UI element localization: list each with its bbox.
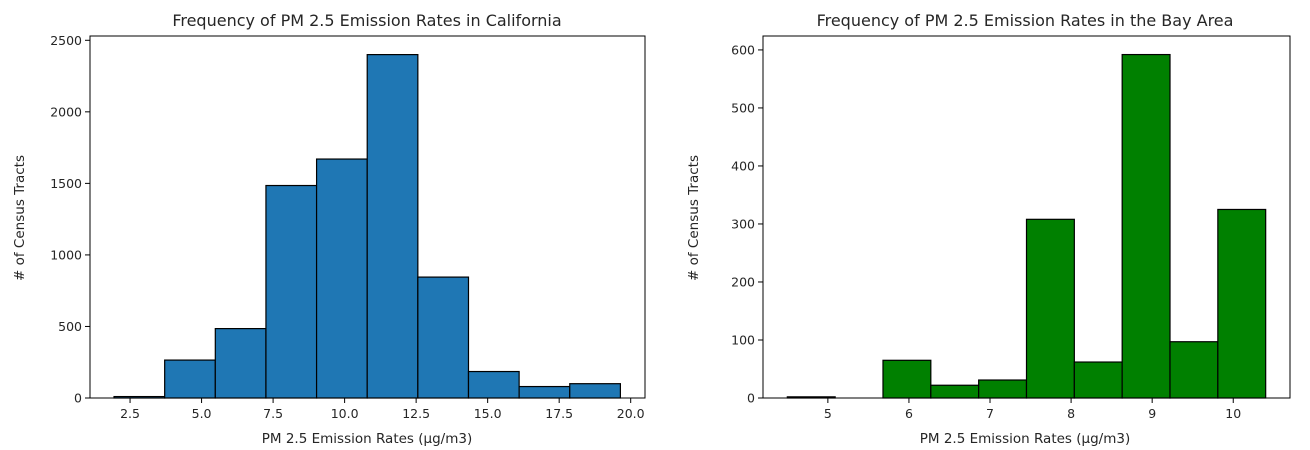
histogram-bar <box>1073 361 1123 399</box>
y-tick-label: 600 <box>731 42 755 57</box>
y-tick-label: 200 <box>731 274 755 289</box>
histogram-bar <box>518 385 571 399</box>
histogram-bar <box>265 184 318 399</box>
y-tick-label: 0 <box>74 391 82 406</box>
x-axis-label: PM 2.5 Emission Rates (µg/m3) <box>920 431 1130 447</box>
x-tick-label: 2.5 <box>120 406 140 421</box>
y-tick-label: 300 <box>731 216 755 231</box>
x-tick-label: 20.0 <box>617 406 645 421</box>
x-tick-label: 10.0 <box>331 406 359 421</box>
chart-bay-area: Frequency of PM 2.5 Emission Rates in th… <box>686 11 1291 447</box>
x-tick-label: 7.5 <box>263 406 283 421</box>
x-tick-label: 15.0 <box>474 406 502 421</box>
y-tick-label: 500 <box>58 319 82 334</box>
y-axis-label: # of Census Tracts <box>686 155 702 281</box>
axes-frame <box>762 35 1291 399</box>
chart-title: Frequency of PM 2.5 Emission Rates in th… <box>817 11 1234 30</box>
x-tick-label: 9 <box>1148 406 1156 421</box>
histogram-bar <box>569 383 622 399</box>
histogram-bar <box>214 328 267 399</box>
y-tick-label: 100 <box>731 332 755 347</box>
histogram-bar <box>467 370 520 399</box>
y-tick-label: 400 <box>731 158 755 173</box>
y-tick-label: 0 <box>747 391 755 406</box>
histogram-bar <box>1169 341 1219 399</box>
x-tick-label: 12.5 <box>402 406 430 421</box>
histogram-bar <box>882 359 932 399</box>
chart-title: Frequency of PM 2.5 Emission Rates in Ca… <box>172 11 561 30</box>
x-axis-label: PM 2.5 Emission Rates (µg/m3) <box>262 431 472 447</box>
x-tick-label: 17.5 <box>545 406 573 421</box>
x-tick-label: 6 <box>905 406 913 421</box>
histogram-bar <box>315 158 368 399</box>
y-tick-label: 2500 <box>50 33 82 48</box>
histogram-bar <box>978 379 1028 399</box>
chart-california: Frequency of PM 2.5 Emission Rates in Ca… <box>12 11 646 447</box>
y-tick-label: 2000 <box>50 104 82 119</box>
y-tick-label: 1000 <box>50 247 82 262</box>
histogram-bar <box>164 359 216 399</box>
histogram-bar <box>366 53 419 399</box>
y-tick-label: 500 <box>731 100 755 115</box>
y-axis-label: # of Census Tracts <box>12 155 28 281</box>
plot-area: 2.5 5.0 7.5 10.0 12.5 15.0 17.5 20.0 0 500 1000 150… <box>50 33 646 421</box>
histogram-bar <box>1121 53 1171 399</box>
y-tick-label: 1500 <box>50 176 82 191</box>
x-tick-label: 10 <box>1225 406 1241 421</box>
histogram-bar <box>930 384 980 399</box>
x-tick-label: 5.0 <box>192 406 212 421</box>
x-tick-label: 5 <box>824 406 832 421</box>
histogram-bar <box>417 276 470 399</box>
axes-frame <box>89 35 646 399</box>
x-tick-label: 7 <box>986 406 994 421</box>
x-tick-label: 8 <box>1067 406 1075 421</box>
histogram-bar <box>1025 218 1075 399</box>
histogram-bar <box>1217 208 1267 399</box>
